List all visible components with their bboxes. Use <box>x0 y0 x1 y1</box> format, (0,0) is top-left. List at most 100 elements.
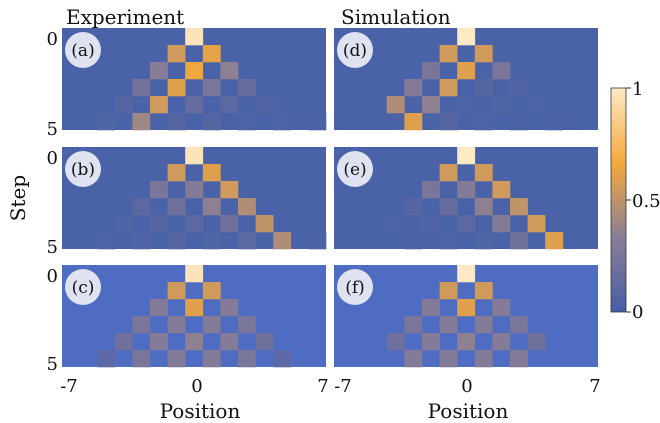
y-tick-bottom-a: 5 <box>47 119 58 140</box>
column-title-simulation: Simulation <box>341 5 451 29</box>
heatmap-cell <box>273 113 292 131</box>
heatmap-cell <box>474 45 493 63</box>
heatmap-cell <box>457 62 476 80</box>
heatmap-cell <box>273 350 292 368</box>
y-tick-top-b: 0 <box>47 148 58 169</box>
heatmap-cell <box>185 62 204 80</box>
heatmap-cell <box>545 113 564 131</box>
heatmap-cell <box>386 333 405 351</box>
heatmap-cell <box>422 96 440 114</box>
panel-label: (b) <box>71 160 95 180</box>
heatmap-cell <box>202 232 221 250</box>
colorbar-label-0: 0 <box>632 302 643 323</box>
heatmap-cell <box>510 198 528 216</box>
heatmap-cell <box>114 333 133 351</box>
heatmap-cell <box>474 113 493 131</box>
heatmap-cell <box>404 316 423 334</box>
y-axis-label: Step <box>6 175 30 221</box>
colorbar-label-0.5: 0.5 <box>632 191 660 212</box>
heatmap-cell <box>114 215 133 233</box>
heatmap-cell <box>439 113 458 131</box>
heatmap-cell <box>457 147 476 165</box>
heatmap-cell <box>457 299 476 317</box>
heatmap-cell <box>238 350 256 368</box>
heatmap-cell <box>422 215 440 233</box>
heatmap-cell <box>220 333 239 351</box>
heatmap-cell <box>167 198 186 216</box>
heatmap-cell <box>404 198 423 216</box>
heatmap-cell <box>167 282 186 300</box>
heatmap-cell <box>150 333 168 351</box>
heatmap-cell <box>510 316 528 334</box>
panel-c: (c) <box>62 265 326 368</box>
heatmap-cell <box>527 333 546 351</box>
heatmap-cell <box>150 96 168 114</box>
heatmap-cell <box>202 45 221 63</box>
heatmap-cell <box>167 232 186 250</box>
heatmap-cell <box>167 164 186 182</box>
heatmap-cell <box>132 113 151 131</box>
heatmap-cell <box>132 232 151 250</box>
heatmap-cell <box>545 232 564 250</box>
heatmap-cell <box>220 181 239 199</box>
panel-label-badge <box>337 32 373 68</box>
heatmap-cell <box>238 113 256 131</box>
heatmap-cell <box>474 164 493 182</box>
heatmap-cell <box>132 350 151 368</box>
column-title-experiment: Experiment <box>66 5 184 29</box>
heatmap-cell <box>422 299 440 317</box>
heatmap-cell <box>185 181 204 199</box>
heatmap-cell <box>185 299 204 317</box>
heatmap-cell <box>202 282 221 300</box>
heatmap-cell <box>386 96 405 114</box>
heatmap-cell <box>439 164 458 182</box>
heatmap-cell <box>308 113 327 131</box>
heatmap-cell <box>492 181 511 199</box>
panel-label-badge <box>337 269 373 305</box>
heatmap-cell <box>474 282 493 300</box>
y-tick-bottom-b: 5 <box>47 237 58 258</box>
x-axis-label-experiment: Position <box>160 399 241 423</box>
heatmap-cell <box>474 198 493 216</box>
heatmap-cell <box>185 215 204 233</box>
heatmap-cell <box>404 113 423 131</box>
heatmap-cell <box>474 232 493 250</box>
colorbar-gradient <box>610 87 627 313</box>
panel-b: (b) <box>62 147 327 250</box>
heatmap-cell <box>185 96 204 114</box>
heatmap-cell <box>457 181 476 199</box>
heatmap-cell <box>422 62 440 80</box>
panel-label-badge <box>337 151 373 187</box>
panel-f: (f) <box>334 265 598 368</box>
heatmap-cell <box>202 198 221 216</box>
heatmap-cell <box>202 350 221 368</box>
panel-e: (e) <box>334 147 598 250</box>
heatmap-cell <box>510 79 528 97</box>
heatmap-cell <box>492 96 511 114</box>
heatmap-cell <box>439 282 458 300</box>
heatmap-cell <box>185 333 204 351</box>
heatmap-cell <box>510 350 528 368</box>
heatmap-cell <box>185 265 204 283</box>
heatmap-cell <box>167 79 186 97</box>
heatmap-cell <box>255 96 274 114</box>
heatmap-cell <box>202 79 221 97</box>
heatmap-cell <box>457 215 476 233</box>
heatmap-cell <box>202 316 221 334</box>
x-tick-right-exp: 7 <box>317 376 328 397</box>
heatmap-cell <box>510 232 528 250</box>
x-tick-right-sim: 7 <box>589 376 600 397</box>
panel-d: (d) <box>334 28 598 131</box>
heatmap-cell <box>474 350 493 368</box>
heatmap-cell <box>492 333 511 351</box>
x-tick-mid-sim: 0 <box>461 376 472 397</box>
heatmap-cell <box>404 350 423 368</box>
heatmap-cell <box>439 79 458 97</box>
left-y-ticks: 0 5 0 5 0 5 <box>47 29 58 375</box>
x-ticks-simulation: -7 0 7 <box>334 376 601 397</box>
heatmap-cell <box>492 299 511 317</box>
heatmap-cell <box>422 181 440 199</box>
panel-label: (c) <box>72 278 95 298</box>
heatmap-cell <box>150 299 168 317</box>
x-tick-left-sim: -7 <box>334 376 352 397</box>
